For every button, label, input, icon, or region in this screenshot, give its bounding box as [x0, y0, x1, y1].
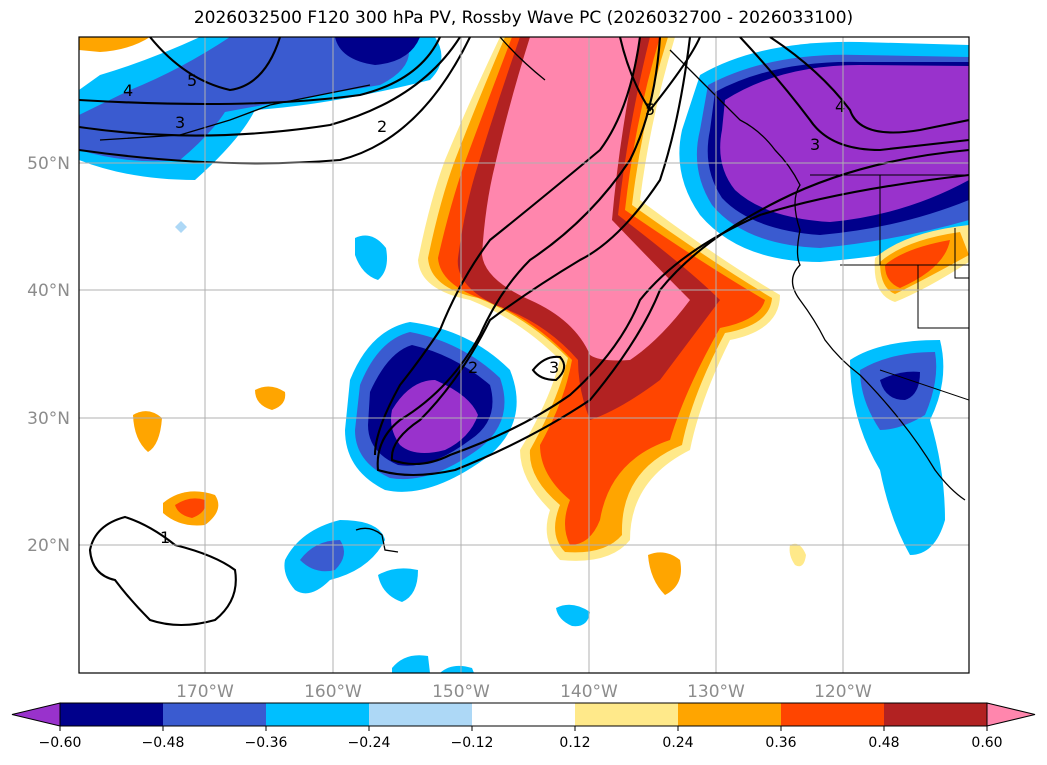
lat-tick-label: 20°N: [27, 536, 70, 556]
colorbar-segment: [266, 703, 370, 726]
contour-label: 2: [468, 358, 478, 377]
coastlines: [99, 37, 966, 553]
map-frame: [78, 36, 970, 674]
pv-anomaly-shading: [79, 37, 969, 673]
contour-label: 5: [645, 100, 655, 119]
lat-tick-labels: 20°N 30°N 40°N 50°N: [27, 154, 70, 556]
contour-label: 1: [160, 528, 170, 547]
contour-label: 3: [175, 113, 185, 132]
contour-3-small: [531, 355, 566, 382]
lon-tick-label: 150°W: [432, 682, 490, 702]
colorbar: −0.60 −0.48 −0.36 −0.24 −0.12 0.12 0.24 0.36 0.4…: [11, 702, 1036, 751]
gridlines: [79, 37, 969, 673]
colorbar-tick-label: 0.48: [868, 735, 899, 751]
contour-label: 4: [835, 97, 845, 116]
colorbar-extend-low: [11, 702, 61, 727]
colorbar-tick-label: 0.12: [559, 735, 590, 751]
lat-tick-label: 40°N: [27, 281, 70, 301]
chart-title: 2026032500 F120 300 hPa PV, Rossby Wave …: [193, 8, 854, 28]
colorbar-tick-label: 0.24: [662, 735, 693, 751]
contour-4-east: [739, 37, 969, 152]
contour-label: 4: [123, 81, 133, 100]
colorbar-tick-label: −0.24: [348, 735, 391, 751]
colorbar-tick-label: 0.36: [765, 735, 796, 751]
lon-tick-label: 170°W: [176, 682, 234, 702]
colorbar-tick-label: 0.60: [971, 735, 1002, 751]
colorbar-segment: [678, 703, 782, 726]
colorbar-segment: [60, 703, 164, 726]
colorbar-segment: [781, 703, 885, 726]
colorbar-tick-label: −0.36: [245, 735, 288, 751]
colorbar-extend-high: [986, 702, 1036, 727]
contour-3-loop: [376, 37, 969, 476]
colorbar-tick-label: −0.48: [142, 735, 185, 751]
lon-tick-label: 160°W: [304, 682, 362, 702]
contour-5: [149, 37, 282, 92]
contour-label: 3: [810, 135, 820, 154]
contour-label: 5: [187, 71, 197, 90]
lon-tick-label: 130°W: [687, 682, 745, 702]
contour-1: [88, 515, 237, 626]
colorbar-segment: [472, 703, 576, 726]
contour-5b: [618, 37, 701, 112]
lon-tick-labels: 170°W 160°W 150°W 140°W 130°W 120°W: [176, 682, 872, 702]
colorbar-tick-label: −0.60: [39, 735, 82, 751]
contour-label: 3: [549, 358, 559, 377]
lat-tick-label: 30°N: [27, 409, 70, 429]
lat-tick-label: 50°N: [27, 154, 70, 174]
colorbar-segment: [369, 703, 473, 726]
contour-2-north: [79, 37, 461, 137]
colorbar-outline: [59, 702, 988, 727]
colorbar-segment: [884, 703, 988, 726]
colorbar-segment: [575, 703, 679, 726]
colorbar-segment: [163, 703, 267, 726]
lon-tick-label: 120°W: [814, 682, 872, 702]
contour-label: 2: [377, 117, 387, 136]
contour-labels: 1 2 2 3 3 3 4 4 5 5: [123, 71, 845, 547]
borders: [810, 174, 969, 401]
contour-4-loop: [373, 37, 642, 456]
contour-2-loop: [390, 37, 969, 466]
pv-contours: [79, 37, 969, 626]
colorbar-tick-label: −0.12: [451, 735, 494, 751]
contour-5-east: [769, 37, 969, 134]
lon-tick-label: 140°W: [560, 682, 618, 702]
